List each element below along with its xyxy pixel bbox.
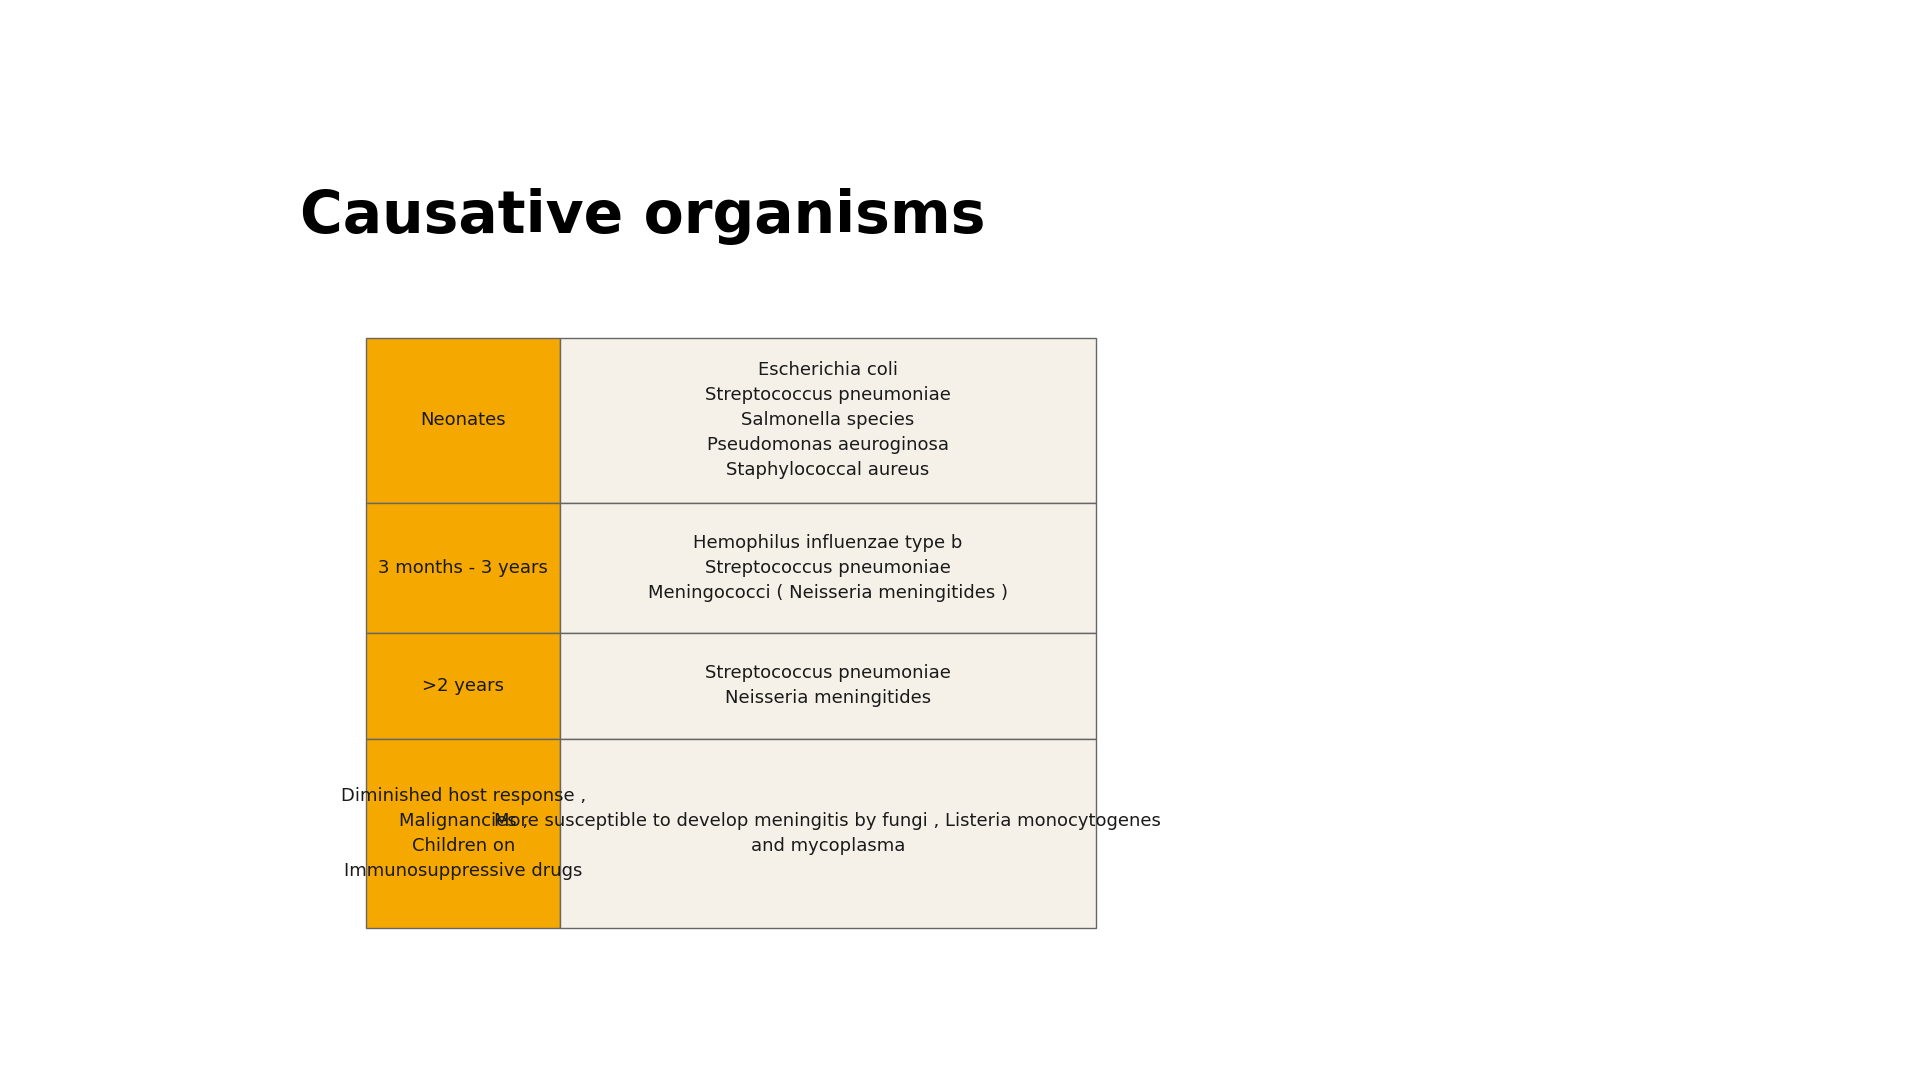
Text: Hemophilus influenzae type b
Streptococcus pneumoniae
Meningococci ( Neisseria m: Hemophilus influenzae type b Streptococc…	[647, 534, 1008, 602]
Text: Causative organisms: Causative organisms	[300, 188, 985, 245]
Bar	[561, 633, 1096, 739]
Text: >2 years: >2 years	[422, 677, 505, 694]
Bar	[561, 503, 1096, 633]
Text: More susceptible to develop meningitis by fungi , Listeria monocytogenes
and myc: More susceptible to develop meningitis b…	[493, 812, 1162, 855]
Text: Diminished host response ,
Malignancies ,
Children on
Immunosuppressive drugs: Diminished host response , Malignancies …	[340, 787, 586, 880]
Bar	[367, 337, 561, 503]
Bar	[367, 503, 561, 633]
Bar	[561, 337, 1096, 503]
Text: Streptococcus pneumoniae
Neisseria meningitides: Streptococcus pneumoniae Neisseria menin…	[705, 664, 950, 707]
Bar	[561, 739, 1096, 928]
Text: Escherichia coli
Streptococcus pneumoniae
Salmonella species
Pseudomonas aeurogi: Escherichia coli Streptococcus pneumonia…	[705, 361, 950, 480]
Text: Neonates: Neonates	[420, 411, 507, 429]
Bar	[367, 739, 561, 928]
Bar	[367, 633, 561, 739]
Text: 3 months - 3 years: 3 months - 3 years	[378, 558, 547, 577]
